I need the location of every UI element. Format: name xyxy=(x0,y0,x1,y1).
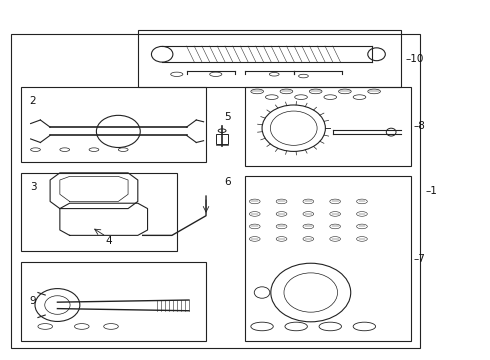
Text: 4: 4 xyxy=(105,236,112,246)
Text: –8: –8 xyxy=(413,121,425,131)
Text: –10: –10 xyxy=(406,54,424,64)
Text: 6: 6 xyxy=(224,177,231,187)
Bar xyxy=(245,87,411,166)
Text: –7: –7 xyxy=(413,253,425,264)
Text: –1: –1 xyxy=(425,186,437,196)
Bar xyxy=(21,87,206,162)
Text: 3: 3 xyxy=(30,182,36,192)
Bar xyxy=(216,134,228,144)
Text: 9: 9 xyxy=(30,296,36,306)
Bar xyxy=(21,262,206,341)
Bar xyxy=(11,33,420,348)
Bar xyxy=(245,176,411,341)
Bar xyxy=(138,30,401,87)
Text: 5: 5 xyxy=(224,112,231,122)
Text: 2: 2 xyxy=(30,96,36,107)
Bar xyxy=(21,173,177,251)
